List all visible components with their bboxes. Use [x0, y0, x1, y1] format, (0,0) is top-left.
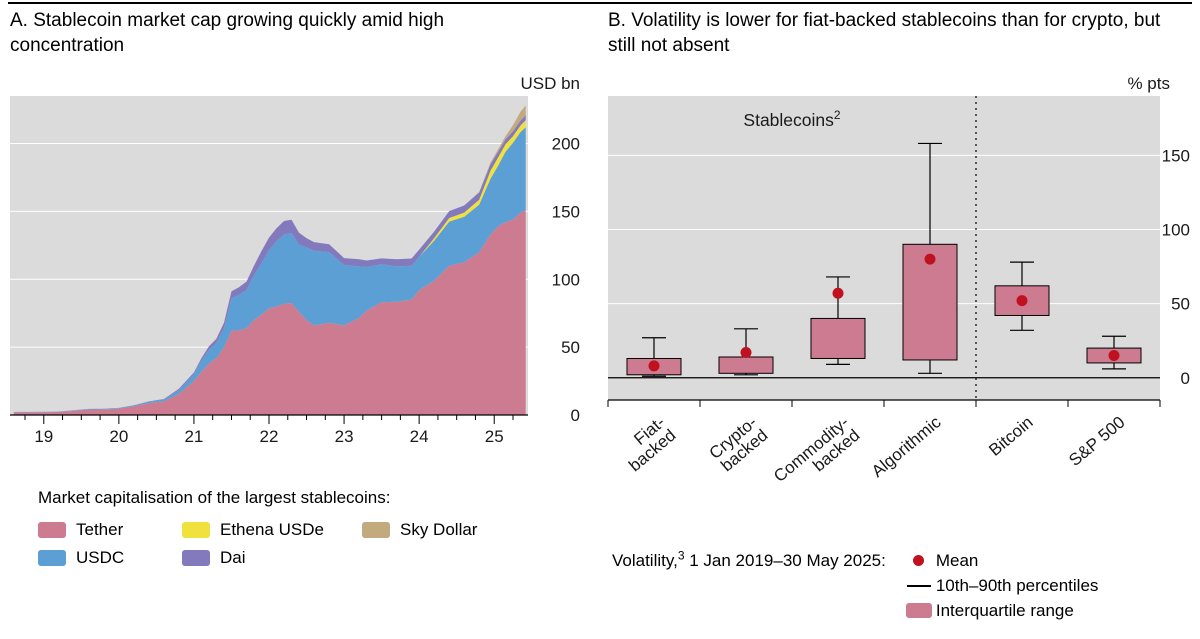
panel-b-legend-items: Mean 10th–90th percentiles Interquartile r… — [902, 548, 1099, 623]
panel-b-legend-footnote-number: 3 — [677, 548, 685, 563]
panel-a-chart: 19 20 21 22 23 24 25 0 50 100 150 200 — [10, 96, 580, 446]
legend-label: Ethena USDe — [220, 520, 324, 539]
category-label-algorithmic: Algorithmic — [868, 412, 945, 481]
x-tick-label: 22 — [260, 427, 279, 446]
category-label-s-p-500: S&P 500 — [1065, 413, 1128, 470]
category-label-crypto-backed: Crypto-backed — [706, 413, 772, 476]
legend-item-sky-dollar: Sky Dollar — [362, 520, 578, 540]
panel-a-unit-label: USD bn — [520, 74, 580, 93]
y-tick-label: 50 — [1171, 295, 1190, 314]
legend-item-mean: Mean — [902, 548, 1099, 573]
legend-item-dai: Dai — [182, 548, 362, 568]
legend-label: 10th–90th percentiles — [935, 575, 1099, 595]
x-tick-label: 23 — [335, 427, 354, 446]
area-series-tether — [13, 210, 526, 415]
category-label-commodity-backed: Commodity-backed — [770, 413, 863, 499]
panel-b-legend-prefix: Volatility, — [612, 551, 678, 570]
sky-dollar-swatch — [362, 522, 390, 538]
y-tick-label: 150 — [1162, 146, 1190, 165]
legend-item-usdc: USDC — [38, 548, 182, 568]
area-series-usdc — [13, 127, 526, 413]
panel-b-title: B. Volatility is lower for fiat-backed s… — [608, 10, 1161, 57]
tether-swatch — [38, 522, 66, 538]
legend-label: Mean — [935, 550, 979, 570]
panel-b-legend-period: 1 Jan 2019–30 May 2025: — [684, 551, 886, 570]
y-tick-label: 150 — [552, 202, 580, 221]
category-label-fiat-backed: Fiat-backed — [614, 413, 679, 476]
mean-dot — [924, 253, 936, 265]
x-tick-label: 19 — [34, 427, 53, 446]
y-tick-label: 200 — [552, 135, 580, 154]
iqr-box — [718, 356, 774, 374]
top-rule — [8, 2, 1192, 4]
dai-swatch — [182, 550, 210, 566]
legend-item-interquartile-range: Interquartile range — [902, 598, 1099, 623]
box-fiat-backed — [626, 337, 682, 377]
y-tick-label: 0 — [571, 406, 580, 425]
x-tick-label: 21 — [184, 427, 203, 446]
iqr-box — [810, 317, 866, 359]
mean-dot — [1108, 350, 1120, 362]
panel-a-legend-title: Market capitalisation of the largest sta… — [38, 488, 391, 507]
panel-b-unit-label: % pts — [1127, 74, 1170, 93]
legend-label: Dai — [220, 548, 246, 567]
legend-item-tether: Tether — [38, 520, 182, 540]
box-bitcoin — [994, 261, 1050, 331]
ethena-usde-swatch — [182, 522, 210, 538]
iqr-box-icon — [902, 603, 936, 618]
panel-b-legend: Volatility,3 1 Jan 2019–30 May 2025: Mea… — [612, 548, 1190, 623]
legend-label: Sky Dollar — [400, 520, 478, 539]
iqr-box — [905, 603, 932, 618]
legend-item-10th-90th-percentiles: 10th–90th percentiles — [902, 573, 1099, 598]
x-tick-label: 25 — [485, 427, 504, 446]
mean-dot — [648, 360, 660, 372]
panel-a-title: A. Stablecoin market cap growing quickly… — [10, 10, 445, 57]
legend-label: Tether — [76, 520, 124, 539]
stablecoins-group-label: Stablecoins2 — [743, 108, 840, 130]
y-tick-label: 100 — [1162, 220, 1190, 239]
percentile-line — [906, 584, 931, 587]
box-commodity-backed — [810, 276, 866, 366]
legend-label: USDC — [76, 548, 125, 567]
legend-label: Interquartile range — [935, 600, 1074, 620]
box-algorithmic — [902, 142, 958, 374]
y-tick-label: 0 — [1181, 369, 1190, 388]
mean-dot-icon — [902, 555, 936, 566]
panel-a-legend-items: Tether USDC Ethena USDe Dai Sky Dollar — [38, 516, 578, 572]
mean-dot — [832, 287, 844, 299]
mean-dot — [740, 347, 752, 359]
plot-background — [608, 96, 1160, 400]
x-tick-label: 20 — [109, 427, 128, 446]
box-crypto-backed — [718, 328, 774, 376]
box-s-p-500 — [1086, 335, 1142, 370]
x-tick-label: 24 — [410, 427, 429, 446]
usdc-swatch — [38, 550, 66, 566]
mean-dot — [913, 555, 925, 566]
percentile-line-icon — [902, 584, 936, 587]
panel-b-chart: Stablecoins2 Fiat-backed Crypto-backedComm… — [607, 96, 1190, 499]
panel-b-legend-caption: Volatility,3 1 Jan 2019–30 May 2025: — [612, 548, 886, 571]
y-tick-label: 100 — [552, 270, 580, 289]
legend-item-ethena-usde: Ethena USDe — [182, 520, 362, 540]
panel-a-legend: Market capitalisation of the largest sta… — [38, 488, 578, 572]
y-tick-label: 50 — [561, 338, 580, 357]
category-label-bitcoin: Bitcoin — [985, 413, 1036, 460]
mean-dot — [1016, 295, 1028, 307]
